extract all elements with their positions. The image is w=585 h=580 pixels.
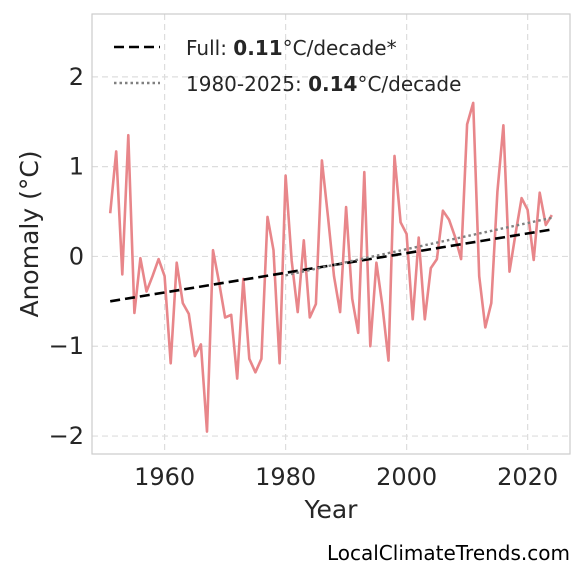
y-tick-label: 2 (69, 63, 84, 91)
legend-prefix: Full: (186, 36, 233, 60)
anomaly-series-line (108, 101, 553, 433)
x-tick-label: 1980 (255, 463, 316, 491)
y-tick-label: 1 (69, 153, 84, 181)
legend-suffix: °C/decade (357, 72, 461, 96)
x-tick-labels: 1960 1980 2000 2020 (134, 463, 558, 491)
series-layer (108, 101, 553, 433)
legend-label: 1980-2025: 0.14°C/decade (186, 72, 461, 96)
x-tick-label: 2020 (497, 463, 558, 491)
y-axis-title: Anomaly (°C) (15, 150, 44, 317)
y-tick-label: 0 (69, 242, 84, 270)
legend-suffix: °C/decade* (283, 36, 397, 60)
y-tick-label: −2 (49, 422, 84, 450)
legend-label: Full: 0.11°C/decade* (186, 36, 397, 60)
y-tick-labels: −2 −1 0 1 2 (49, 63, 84, 450)
y-tick-label: −1 (49, 332, 84, 360)
x-tick-label: 1960 (134, 463, 195, 491)
legend: Full: 0.11°C/decade*1980-2025: 0.14°C/de… (114, 36, 461, 96)
legend-value: 0.14 (308, 72, 357, 96)
x-axis-title: Year (304, 495, 359, 524)
legend-prefix: 1980-2025: (186, 72, 308, 96)
legend-value: 0.11 (233, 36, 282, 60)
recent-trend-line (285, 216, 553, 277)
plot-frame (91, 13, 571, 455)
x-tick-label: 2000 (376, 463, 437, 491)
watermark: LocalClimateTrends.com (327, 541, 570, 565)
